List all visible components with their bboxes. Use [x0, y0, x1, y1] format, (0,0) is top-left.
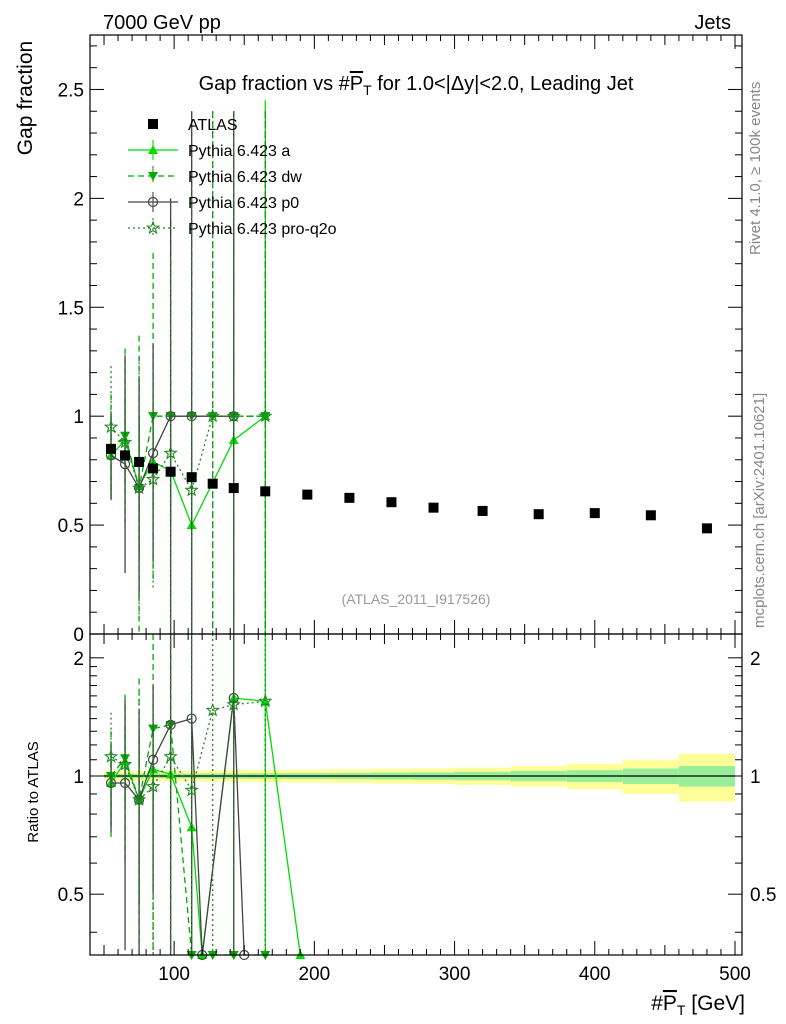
- atlas-point: [589, 508, 600, 519]
- main-ylabel: Gap fraction: [14, 41, 37, 155]
- pythia-pro-q2o-point: [163, 445, 178, 460]
- pythia-pro-q2o-point: [117, 434, 133, 449]
- ratio-pythia-pro-q2o-point: [131, 792, 147, 806]
- ratio-pythia-pro-q2o-point: [163, 749, 178, 763]
- pythia-pro-q2o-point: [226, 408, 241, 423]
- atlas-point: [165, 466, 176, 477]
- ratio-xtick-label: 300: [439, 964, 471, 985]
- ratio-ytick-label-right: 0.5: [750, 885, 776, 906]
- mcplots-label: mcplots.cern.ch [arXiv:2401.10621]: [751, 393, 768, 628]
- atlas-point: [533, 509, 544, 520]
- ratio-ytick-label: 2: [73, 649, 84, 670]
- ratio-pythia-pro-q2o-point: [258, 693, 273, 708]
- pythia-pro-q2o-point: [184, 482, 199, 497]
- atlas-point: [428, 502, 439, 513]
- atlas-point: [344, 492, 355, 503]
- main-ytick-label: 2.5: [58, 80, 84, 101]
- atlas-point: [228, 483, 239, 494]
- legend-marker: [148, 172, 158, 181]
- ratio-pythia-p0-point: [147, 754, 159, 765]
- legend-label: Pythia 6.423 dw: [188, 169, 302, 186]
- atlas-point: [134, 456, 145, 467]
- ratio-ytick-label-right: 1: [750, 767, 761, 788]
- pythia-p0-point: [165, 411, 176, 422]
- ratio-xlabel: #PT [GeV]: [651, 992, 745, 1018]
- legend: ATLAS Pythia 6.423 a Pythia 6.423 dw Pythia…: [128, 117, 337, 238]
- pythia-pro-q2o-point: [258, 408, 273, 423]
- ratio-pythia-a-line: [110, 697, 301, 956]
- atlas-point: [386, 497, 397, 508]
- atlas-point: [701, 523, 712, 534]
- ratio-panel: 100 200 300 400 500 0.5 0.5 1 1 2 2: [58, 634, 776, 985]
- ratio-xtick-label: 400: [579, 964, 611, 985]
- legend-label: Pythia 6.423 a: [188, 143, 290, 160]
- ratio-ytick-label-right: 2: [750, 649, 761, 670]
- ratio-pythia-pro-q2o-point: [184, 782, 199, 797]
- legend-marker: [148, 119, 158, 129]
- main-ytick-label: 1: [73, 407, 84, 428]
- pythia-pro-q2o-point: [103, 419, 119, 434]
- ratio-ytick-label: 1: [73, 767, 84, 788]
- main-ytick-label: 1.5: [58, 298, 84, 319]
- header-right: Jets: [694, 12, 731, 34]
- atlas-point: [260, 486, 271, 497]
- atlas-point: [120, 450, 131, 461]
- legend-marker: [147, 196, 159, 208]
- main-ytick-label: 0: [73, 625, 84, 646]
- legend-marker: [148, 145, 158, 154]
- ratio-xtick-label: 500: [719, 964, 751, 985]
- ratio-pythia-pro-q2o-point: [145, 779, 161, 793]
- rivet-label: Rivet 4.1.0, ≥ 100k events: [747, 82, 764, 255]
- ratio-pythia-pro-q2o-point: [117, 756, 133, 771]
- atlas-point: [302, 489, 313, 500]
- ratio-ylabel: Ratio to ATLAS: [25, 741, 42, 842]
- pythia-pro-q2o-point: [131, 480, 147, 495]
- legend-label: Pythia 6.423 pro-q2o: [188, 221, 337, 238]
- main-panel: 0 0.5 1 1.5 2 2.5: [58, 35, 742, 646]
- legend-label: ATLAS: [188, 117, 238, 134]
- atlas-point: [106, 443, 117, 454]
- analysis-watermark: (ATLAS_2011_I917526): [342, 591, 491, 607]
- ratio-pythia-p0-line: [111, 697, 245, 956]
- ratio-ytick-label: 0.5: [58, 885, 84, 906]
- atlas-point: [477, 505, 488, 516]
- header-left: 7000 GeV pp: [103, 12, 221, 34]
- ratio-pythia-pro-q2o-point: [205, 702, 220, 717]
- atlas-point: [207, 478, 218, 489]
- main-title: Gap fraction vs #PT for 1.0<|Δy|<2.0, Le…: [199, 73, 634, 98]
- atlas-point: [186, 472, 197, 483]
- ratio-xtick-label: 200: [298, 964, 330, 985]
- pythia-pro-q2o-point: [145, 471, 161, 486]
- legend-label: Pythia 6.423 p0: [188, 195, 299, 212]
- pythia-pro-q2o-point: [205, 408, 220, 423]
- ratio-frame: [89, 633, 743, 956]
- main-ytick-label: 2: [73, 189, 84, 210]
- atlas-point: [645, 510, 656, 521]
- ratio-pythia-p0-point: [228, 692, 239, 704]
- ratio-pythia-pro-q2o-point: [226, 697, 241, 711]
- main-ytick-label: 0.5: [58, 516, 84, 537]
- main-title-p: P: [350, 73, 363, 95]
- ratio-xtick-label: 100: [158, 964, 190, 985]
- legend-marker: [145, 220, 161, 235]
- atlas-point: [148, 463, 159, 474]
- pythia-p0-point: [147, 448, 159, 459]
- ratio-pythia-pro-q2o-point: [103, 749, 119, 763]
